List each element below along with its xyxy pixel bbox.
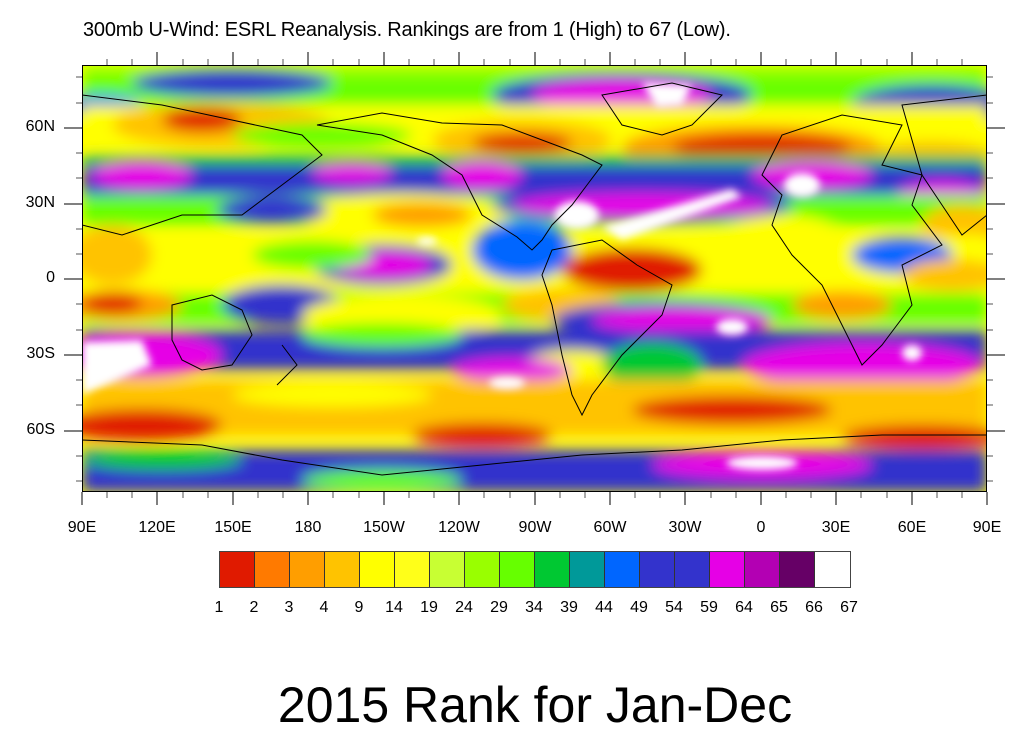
y-tick-label: 0: [46, 269, 55, 286]
colorbar-label: 65: [770, 599, 788, 616]
x-tick-label: 60W: [593, 519, 627, 536]
colorbar-label: 34: [525, 599, 543, 616]
colorbar-label: 66: [805, 599, 823, 616]
colorbar-label: 9: [354, 599, 364, 616]
colorbar-label: 64: [735, 599, 753, 616]
colorbar-label: 49: [630, 599, 648, 616]
colorbar-swatch: [255, 552, 290, 587]
map-svg: [82, 65, 987, 492]
colorbar-swatch: [605, 552, 640, 587]
colorbar-swatch: [325, 552, 360, 587]
colorbar-swatch: [745, 552, 780, 587]
colorbar-legend: [219, 551, 851, 588]
x-tick-label: 90E: [67, 519, 97, 536]
y-tick-label: 30S: [26, 345, 55, 362]
colorbar-label: 24: [455, 599, 473, 616]
x-tick-label: 90E: [972, 519, 1002, 536]
colorbar-label: 14: [385, 599, 403, 616]
colorbar-label: 3: [284, 599, 294, 616]
colorbar-label: 59: [700, 599, 718, 616]
y-tick-label: 60S: [26, 421, 55, 438]
x-tick-label: 180: [294, 519, 322, 536]
colorbar-swatch: [465, 552, 500, 587]
x-tick-label: 0: [756, 519, 766, 536]
colorbar-swatch: [430, 552, 465, 587]
colorbar-swatch: [815, 552, 850, 587]
colorbar-swatch: [360, 552, 395, 587]
colorbar-swatch: [780, 552, 815, 587]
y-tick-label: 60N: [25, 118, 55, 135]
colorbar-swatch: [220, 552, 255, 587]
colorbar-label: 44: [595, 599, 613, 616]
coastlines: [82, 82, 987, 476]
colorbar-swatch: [675, 552, 710, 587]
x-tick-label: 30E: [821, 519, 851, 536]
colorbar-swatch: [500, 552, 535, 587]
colorbar-swatch: [570, 552, 605, 587]
colorbar-label: 67: [840, 599, 858, 616]
x-tick-label: 120W: [438, 519, 480, 536]
x-tick-label: 150W: [363, 519, 405, 536]
colorbar-label: 19: [420, 599, 438, 616]
main-title: 2015 Rank for Jan-Dec: [277, 677, 793, 733]
colorbar-label: 1: [214, 599, 224, 616]
chart-title: 300mb U-Wind: ESRL Reanalysis. Rankings …: [83, 19, 731, 41]
x-tick-label: 30W: [668, 519, 702, 536]
colorbar-swatch: [640, 552, 675, 587]
colorbar-swatch: [535, 552, 570, 587]
colorbar-label: 29: [490, 599, 508, 616]
colorbar-label: 4: [319, 599, 329, 616]
x-tick-label: 60E: [897, 519, 927, 536]
colorbar-swatch: [395, 552, 430, 587]
colorbar-label: 54: [665, 599, 683, 616]
x-tick-label: 120E: [138, 519, 176, 536]
x-tick-label: 90W: [518, 519, 552, 536]
colorbar-swatch: [710, 552, 745, 587]
rank-map: [82, 65, 987, 492]
colorbar-label: 2: [249, 599, 259, 616]
x-tick-label: 150E: [214, 519, 252, 536]
colorbar-label: 39: [560, 599, 578, 616]
colorbar-swatch: [290, 552, 325, 587]
y-tick-label: 30N: [25, 194, 55, 211]
